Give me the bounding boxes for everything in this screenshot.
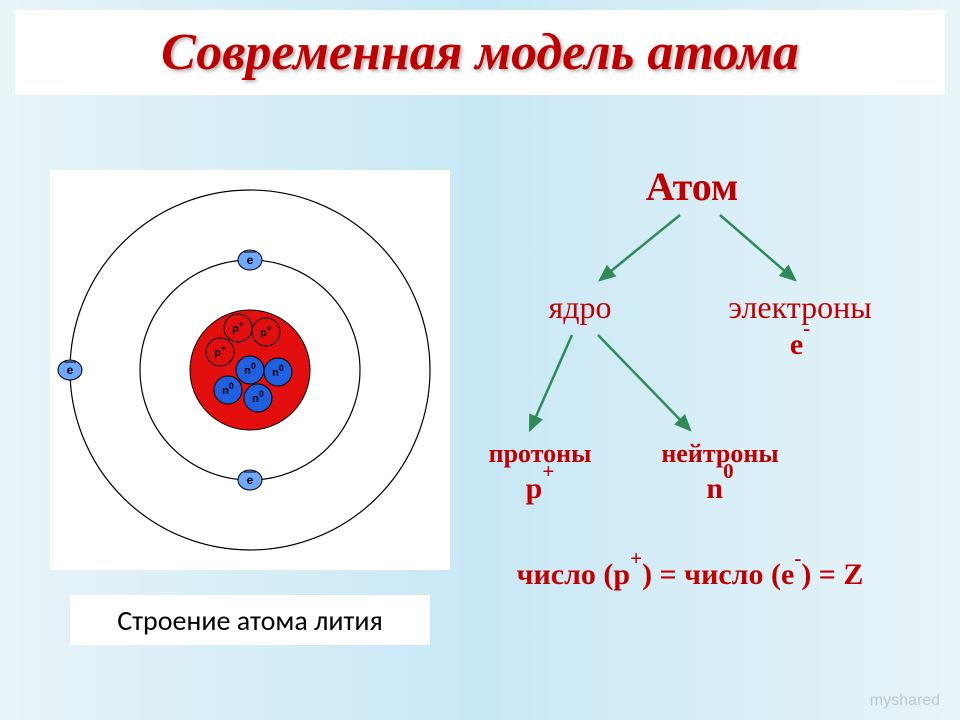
hierarchy-root: Атом (612, 165, 772, 209)
hierarchy-node-nucleus: ядро (480, 290, 680, 325)
watermark: myshared (870, 692, 940, 710)
svg-text:e: e (247, 253, 254, 267)
atom-diagram-panel: p+p+p+n0n0n0n0eee (50, 170, 450, 570)
hierarchy-node-protons: протоныp+ (440, 440, 640, 505)
atom-diagram: p+p+p+n0n0n0n0eee (50, 170, 450, 570)
svg-text:e: e (67, 363, 74, 377)
slide-title: Современная модель атома (161, 23, 799, 82)
formula: число (p+) = число (e-) = Z (470, 555, 910, 591)
hierarchy-node-electrons: электроныe- (700, 290, 900, 361)
diagram-caption: Строение атома лития (117, 603, 383, 638)
svg-text:e: e (247, 473, 254, 487)
slide: Современная модель атома p+p+p+n0n0n0n0e… (0, 0, 960, 720)
caption-panel: Строение атома лития (70, 595, 430, 645)
title-panel: Современная модель атома (15, 10, 945, 95)
hierarchy-node-neutrons: нейтроныn0 (620, 440, 820, 505)
